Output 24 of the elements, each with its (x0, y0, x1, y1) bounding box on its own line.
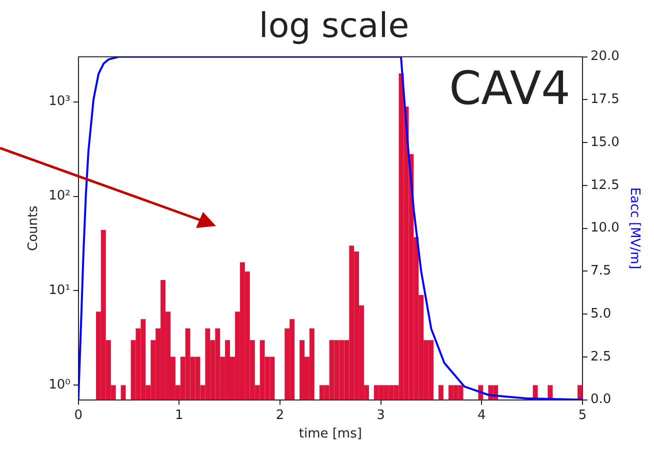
y-tick-label: 10¹ (48, 283, 70, 298)
y-tick-label: 10⁰ (48, 378, 70, 393)
y2-tick-label: 5.0 (590, 306, 612, 322)
x-tick-label: 2 (276, 408, 284, 423)
x-tick-label: 1 (175, 408, 184, 423)
y2-axis-title: Eacc [MV/m] (626, 187, 642, 270)
x-tick-label: 3 (376, 408, 385, 423)
chart-title: log scale (258, 6, 410, 46)
y2-tick-label: 15.0 (590, 134, 620, 150)
x-tick-label: 5 (578, 408, 587, 423)
y2-tick-label: 0.0 (590, 392, 612, 408)
x-tick-label: 4 (477, 408, 486, 423)
y-axis-title: Counts (26, 205, 42, 251)
y2-tick-label: 2.5 (590, 349, 612, 364)
y2-tick-label: 10.0 (590, 220, 620, 236)
x-tick-label: 0 (74, 408, 82, 423)
y-tick-label: 10² (48, 188, 70, 204)
y2-tick-label: 20.0 (590, 49, 620, 64)
y2-tick-label: 17.5 (590, 92, 620, 108)
y2-tick-label: 12.5 (590, 178, 620, 193)
y2-tick-label: 7.5 (590, 264, 612, 279)
y-tick-label: 10³ (48, 94, 70, 110)
x-axis-title: time [ms] (298, 426, 362, 442)
annotation: CAV4 (449, 60, 570, 115)
